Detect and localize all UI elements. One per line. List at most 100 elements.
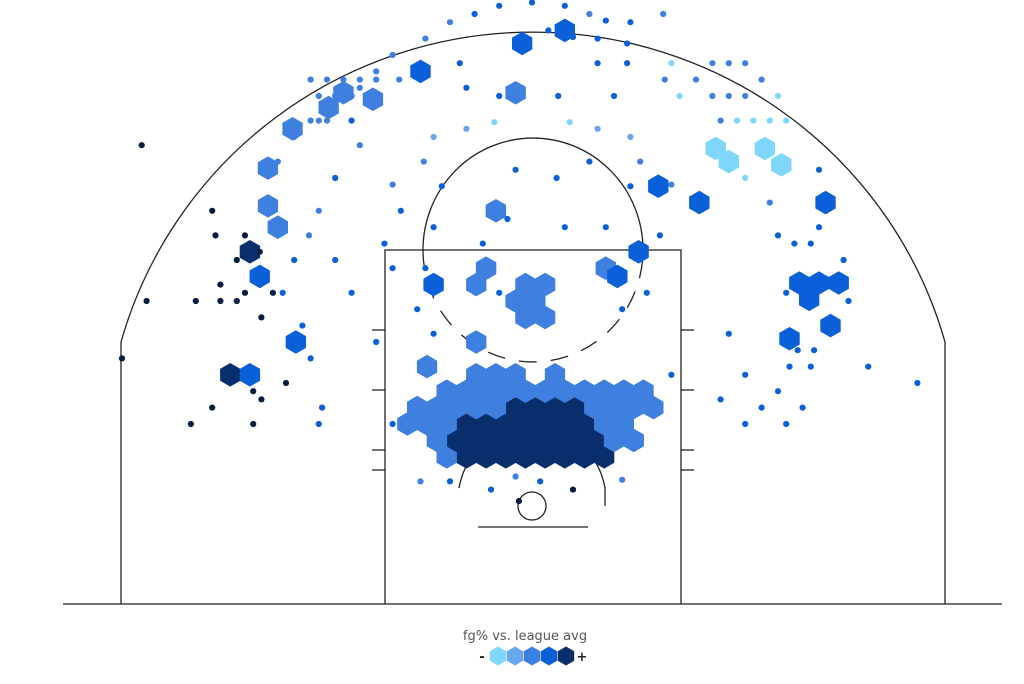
shot-dot-210 (845, 297, 852, 305)
shot-dot-225 (187, 420, 194, 428)
shot-dot-136 (241, 232, 249, 239)
shot-dot-139 (258, 314, 265, 321)
shot-hex-93 (648, 174, 669, 198)
shot-dot-122 (279, 289, 286, 296)
shot-dot-135 (212, 232, 219, 239)
shot-hex-85 (257, 194, 279, 218)
shot-dot-171 (307, 117, 314, 124)
shot-dot-221 (865, 363, 872, 370)
shot-dot-209 (840, 256, 847, 264)
shot-dot-173 (348, 117, 355, 124)
shot-hex-71 (485, 199, 507, 223)
shot-hex-6 (475, 445, 497, 469)
shot-dot-199 (766, 117, 773, 124)
shot-hex-100 (808, 271, 830, 295)
shot-hex-46 (534, 379, 556, 403)
shot-hex-26 (475, 412, 497, 436)
shot-dot-237 (430, 224, 437, 231)
shot-hex-22 (515, 412, 536, 436)
shot-dot-153 (446, 19, 454, 26)
shot-dot-217 (717, 396, 724, 403)
shot-hex-57 (505, 363, 526, 387)
shot-hex-81 (333, 81, 354, 105)
shot-dot-256 (569, 486, 577, 493)
shot-hex-8 (456, 445, 477, 469)
shot-dot-203 (815, 166, 823, 173)
shot-dot-212 (794, 347, 801, 354)
shot-hex-94 (705, 136, 726, 161)
shot-dot-137 (256, 248, 263, 255)
shot-hex-53 (456, 379, 477, 403)
legend-plus-label: + (577, 650, 588, 665)
shot-dot-249 (656, 232, 664, 239)
shot-hex-63 (515, 305, 536, 330)
shot-dot-241 (504, 215, 511, 223)
shot-dot-120 (305, 232, 313, 239)
shot-hex-24 (495, 412, 516, 436)
shot-hex-102 (799, 287, 820, 312)
shot-hex-74 (554, 18, 575, 43)
shot-dot-134 (269, 289, 276, 296)
shot-hex-77 (607, 264, 628, 289)
shot-hex-10 (525, 428, 546, 453)
shot-hex-44 (407, 395, 428, 420)
shot-dot-181 (624, 40, 631, 47)
shot-hex-1 (534, 445, 556, 469)
shot-dot-216 (725, 330, 732, 337)
shot-dot-200 (783, 117, 790, 124)
shot-hex-39 (466, 395, 487, 420)
shot-dot-207 (807, 240, 814, 247)
shot-dot-119 (315, 207, 322, 214)
legend-title: fg% vs. league avg (463, 629, 587, 644)
shot-hex-101 (828, 271, 849, 295)
shot-dot-260 (619, 476, 626, 483)
shot-dot-116 (566, 119, 573, 126)
shot-dot-168 (332, 92, 339, 100)
paint-lane (384, 249, 682, 604)
shot-dot-189 (742, 60, 749, 67)
legend: fg% vs. league avg - + (463, 629, 588, 666)
shot-dot-223 (742, 420, 749, 428)
shot-dot-197 (733, 117, 741, 124)
shot-hex-34 (505, 395, 526, 420)
shot-dot-141 (209, 207, 216, 214)
shot-dot-154 (471, 10, 478, 18)
shot-dot-191 (709, 92, 716, 100)
shot-hex-84 (257, 156, 279, 180)
shot-dot-190 (758, 76, 765, 83)
hoop (517, 491, 547, 521)
shot-dot-187 (709, 60, 716, 67)
shot-dot-183 (569, 33, 577, 41)
shot-dot-121 (291, 256, 298, 264)
shot-dot-198 (750, 117, 757, 124)
shot-dot-196 (717, 117, 724, 124)
shot-dot-130 (192, 297, 199, 305)
shot-dot-219 (774, 388, 782, 395)
shot-hex-73 (423, 272, 444, 297)
shot-hex-20 (623, 428, 644, 453)
shot-hex-52 (594, 379, 615, 403)
legend-swatch-4 (540, 646, 558, 666)
shot-dot-242 (512, 166, 519, 173)
shot-dot-146 (291, 133, 298, 141)
shot-dot-234 (397, 207, 404, 214)
shot-hex-14 (485, 428, 507, 453)
shot-dot-211 (786, 363, 793, 370)
shot-dot-159 (602, 17, 609, 24)
shot-dot-162 (307, 76, 314, 83)
shot-hex-17 (603, 428, 625, 453)
shot-dot-143 (143, 297, 150, 305)
shot-dot-235 (414, 306, 421, 313)
shot-dot-167 (315, 92, 322, 100)
shot-dot-111 (430, 133, 437, 141)
shot-dot-175 (463, 84, 470, 91)
shot-dot-232 (381, 240, 388, 247)
shot-dot-155 (496, 2, 503, 9)
shot-hex-9 (436, 445, 457, 469)
shot-hex-75 (512, 31, 533, 56)
shot-dot-224 (783, 420, 790, 428)
shot-hex-69 (466, 272, 487, 297)
shot-dot-108 (661, 76, 668, 83)
shot-dot-142 (118, 355, 126, 362)
